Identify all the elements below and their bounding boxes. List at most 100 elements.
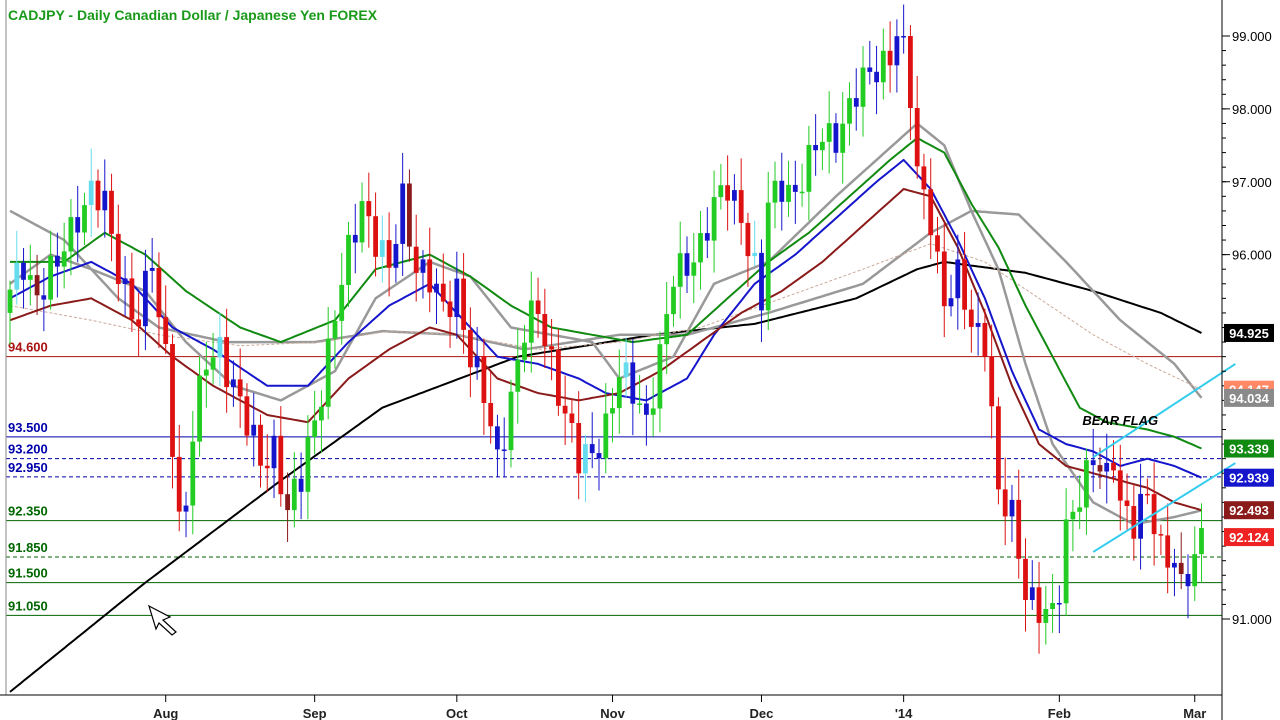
candle-body — [197, 375, 202, 442]
candle-body — [203, 369, 209, 376]
candle-body — [1185, 574, 1191, 587]
candle-body — [447, 301, 453, 317]
level-label: 92.950 — [8, 460, 48, 475]
candle-body — [569, 413, 575, 423]
candle-body — [163, 317, 169, 344]
candle-body — [325, 338, 331, 407]
candle-body — [210, 357, 216, 370]
candle-body — [732, 190, 737, 201]
candle-body — [989, 356, 995, 407]
candle-body — [468, 330, 473, 368]
candle-body — [725, 185, 730, 201]
candle-body — [393, 244, 399, 268]
x-tick-label: Aug — [153, 706, 178, 720]
candle-body — [413, 246, 419, 273]
candle-body — [887, 50, 893, 66]
bear-flag-channel — [1092, 363, 1236, 553]
candle-body — [366, 201, 372, 217]
horizontal-levels: 94.600 93.500 93.200 92.950 92.350 91.850 91.5… — [6, 340, 1222, 616]
level-label: 94.600 — [8, 340, 48, 355]
candle-body — [237, 379, 243, 397]
candle-body — [596, 453, 602, 459]
x-tick-label: Sep — [303, 706, 327, 720]
candle-body — [1090, 460, 1096, 466]
candle-body — [501, 449, 507, 451]
candle-body — [136, 319, 141, 327]
candle-body — [1124, 500, 1130, 506]
candle-body — [1043, 609, 1049, 623]
candle-body — [264, 465, 270, 469]
candle-body — [1050, 603, 1055, 609]
candle-body — [901, 36, 906, 38]
candle-body — [285, 494, 290, 511]
price-tag — [1224, 439, 1274, 458]
x-tick-label: Mar — [1183, 706, 1206, 720]
candle-body — [928, 189, 934, 236]
candle-body — [996, 406, 1001, 490]
moving-average-line — [9, 260, 1202, 693]
candle-body — [156, 268, 162, 318]
level-label: 91.050 — [8, 598, 48, 613]
candle-body — [88, 180, 94, 205]
candle-body — [190, 441, 196, 506]
candle-body — [61, 251, 67, 267]
level-label: 93.500 — [8, 420, 48, 435]
candle-body — [258, 424, 263, 466]
candle-body — [826, 123, 832, 142]
candle-body — [522, 342, 527, 360]
candle-body — [461, 278, 466, 330]
price-tag — [1224, 323, 1274, 342]
candle-body — [386, 240, 392, 268]
candle-body — [129, 278, 135, 320]
candle-body — [583, 444, 588, 474]
candle-body — [610, 408, 615, 414]
candle-body — [711, 197, 717, 241]
candle-body — [860, 67, 866, 107]
candle-body — [407, 183, 412, 247]
candle-body — [704, 233, 710, 241]
candle-body — [935, 235, 940, 252]
price-tag-label: 92.493 — [1229, 503, 1269, 518]
candle-body — [312, 420, 318, 437]
candle-body — [515, 359, 521, 392]
candle-body — [143, 270, 148, 327]
candle-body — [786, 184, 791, 202]
candle-body — [874, 71, 879, 83]
candle-body — [420, 259, 426, 273]
candle-body — [894, 36, 900, 66]
candle-body — [75, 217, 81, 233]
candle-body — [352, 234, 358, 243]
candle-body — [657, 344, 663, 409]
candle-body — [1063, 519, 1069, 604]
candle-body — [1199, 528, 1204, 555]
candle-body — [379, 240, 385, 257]
candle-body — [1178, 562, 1184, 574]
candle-body — [217, 337, 223, 358]
moving-average-line — [9, 122, 1202, 526]
candle-body — [1145, 493, 1150, 496]
candle-body — [556, 349, 561, 406]
candle-body — [224, 337, 229, 388]
candle-body — [738, 190, 744, 223]
candle-body — [528, 300, 534, 343]
y-tick-label: 98.000 — [1232, 102, 1272, 117]
candle-body — [799, 191, 805, 194]
candle-body — [908, 36, 913, 108]
x-tick-label: Dec — [750, 706, 774, 720]
candle-body — [1097, 465, 1103, 472]
level-label: 91.850 — [8, 540, 48, 555]
candle-body — [1029, 587, 1035, 600]
candle-body — [792, 184, 798, 192]
y-tick-label: 96.000 — [1232, 248, 1272, 263]
x-tick-label: Nov — [600, 706, 625, 720]
candle-body — [34, 275, 40, 296]
candle-body — [176, 456, 182, 512]
candle-body — [332, 320, 338, 339]
candle-body — [1165, 535, 1171, 568]
y-tick-label: 99.000 — [1232, 29, 1272, 44]
candle-body — [1131, 506, 1137, 539]
candle-body — [434, 283, 439, 293]
annotation-label: BEAR FLAG — [1082, 413, 1158, 428]
candle-body — [427, 259, 433, 293]
